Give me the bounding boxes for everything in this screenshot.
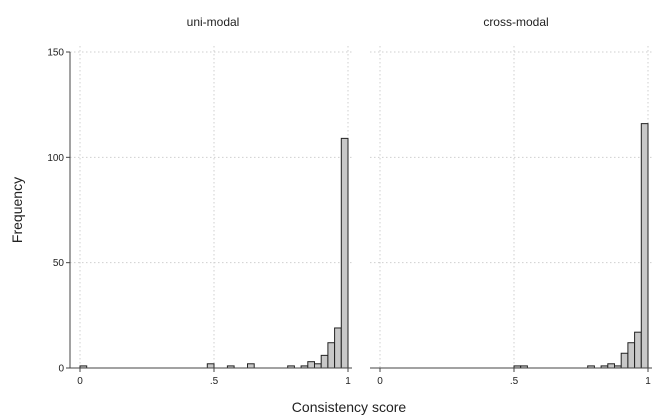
histogram-bar: [334, 327, 342, 369]
x-axis-title: Consistency score: [292, 399, 407, 415]
histogram-bar: [314, 363, 322, 369]
histogram-bar: [634, 331, 642, 369]
histogram-bar: [327, 342, 336, 369]
y-tick-label: 50: [53, 258, 65, 269]
histogram-bar: [247, 363, 255, 369]
histogram-bar: [640, 123, 649, 369]
x-tick-label: 0: [377, 376, 383, 387]
histogram-bar: [607, 363, 615, 369]
panel-title-uni-modal: uni-modal: [187, 15, 240, 29]
panel-title-cross-modal: cross-modal: [483, 15, 548, 29]
x-tick-label: 1: [645, 376, 651, 387]
histogram-bar: [620, 352, 629, 369]
histogram-bar: [627, 342, 636, 369]
y-tick-label: 150: [47, 48, 64, 59]
histogram-bar: [206, 363, 215, 369]
x-tick-label: .5: [510, 376, 519, 387]
y-tick-label: 0: [58, 364, 64, 375]
x-tick-label: .5: [210, 376, 219, 387]
histogram-bar: [307, 361, 315, 369]
panel-uni-modal: uni-modal 0 .5 1 0 50 100 150: [47, 15, 352, 387]
histogram-bar: [340, 137, 349, 369]
y-axis-title: Frequency: [9, 177, 25, 243]
histogram-bar: [320, 354, 329, 369]
x-tick-label: 0: [77, 376, 83, 387]
panel-cross-modal: cross-modal 0 .5 1: [370, 15, 652, 387]
x-tick-label: 1: [345, 376, 351, 387]
y-tick-label: 100: [47, 153, 64, 164]
